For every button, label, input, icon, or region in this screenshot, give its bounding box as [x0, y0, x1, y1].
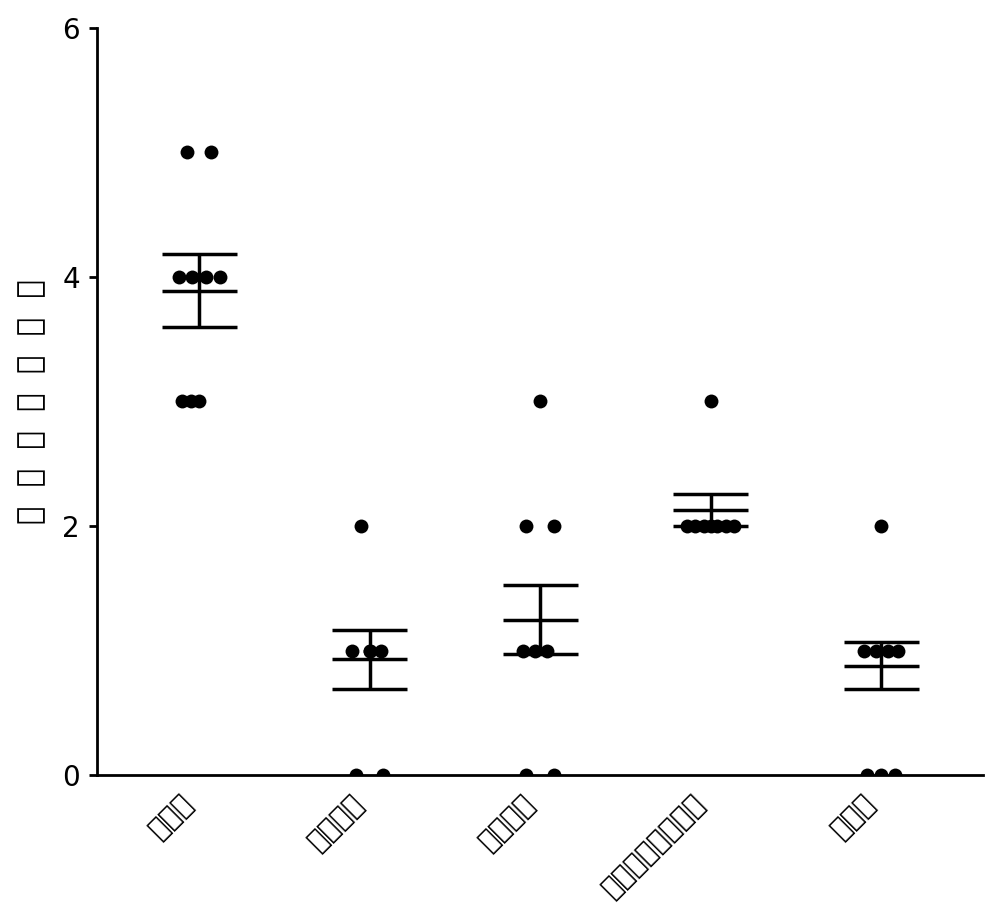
Point — [880, 643, 896, 658]
Point — [212, 269, 228, 284]
Point — [868, 643, 884, 658]
Point — [174, 394, 190, 409]
Point — [518, 768, 534, 783]
Point — [539, 643, 555, 658]
Point — [348, 768, 364, 783]
Point — [191, 394, 207, 409]
Point — [718, 518, 734, 533]
Point — [887, 768, 903, 783]
Point — [873, 768, 889, 783]
Point — [546, 768, 562, 783]
Point — [856, 643, 872, 658]
Point — [362, 643, 378, 658]
Point — [532, 394, 548, 409]
Point — [198, 269, 214, 284]
Point — [171, 269, 187, 284]
Point — [679, 518, 695, 533]
Point — [527, 643, 543, 658]
Point — [353, 518, 369, 533]
Point — [890, 643, 906, 658]
Point — [696, 518, 712, 533]
Point — [873, 518, 889, 533]
Point — [703, 394, 719, 409]
Y-axis label: 宏  观  病  理  学  评  分: 宏 观 病 理 学 评 分 — [17, 279, 46, 524]
Point — [179, 145, 195, 160]
Point — [184, 269, 200, 284]
Point — [375, 768, 391, 783]
Point — [726, 518, 742, 533]
Point — [687, 518, 703, 533]
Point — [183, 394, 199, 409]
Point — [203, 145, 219, 160]
Point — [344, 643, 360, 658]
Point — [703, 518, 719, 533]
Point — [515, 643, 531, 658]
Point — [373, 643, 389, 658]
Point — [546, 518, 562, 533]
Point — [709, 518, 725, 533]
Point — [518, 518, 534, 533]
Point — [362, 643, 378, 658]
Point — [859, 768, 875, 783]
